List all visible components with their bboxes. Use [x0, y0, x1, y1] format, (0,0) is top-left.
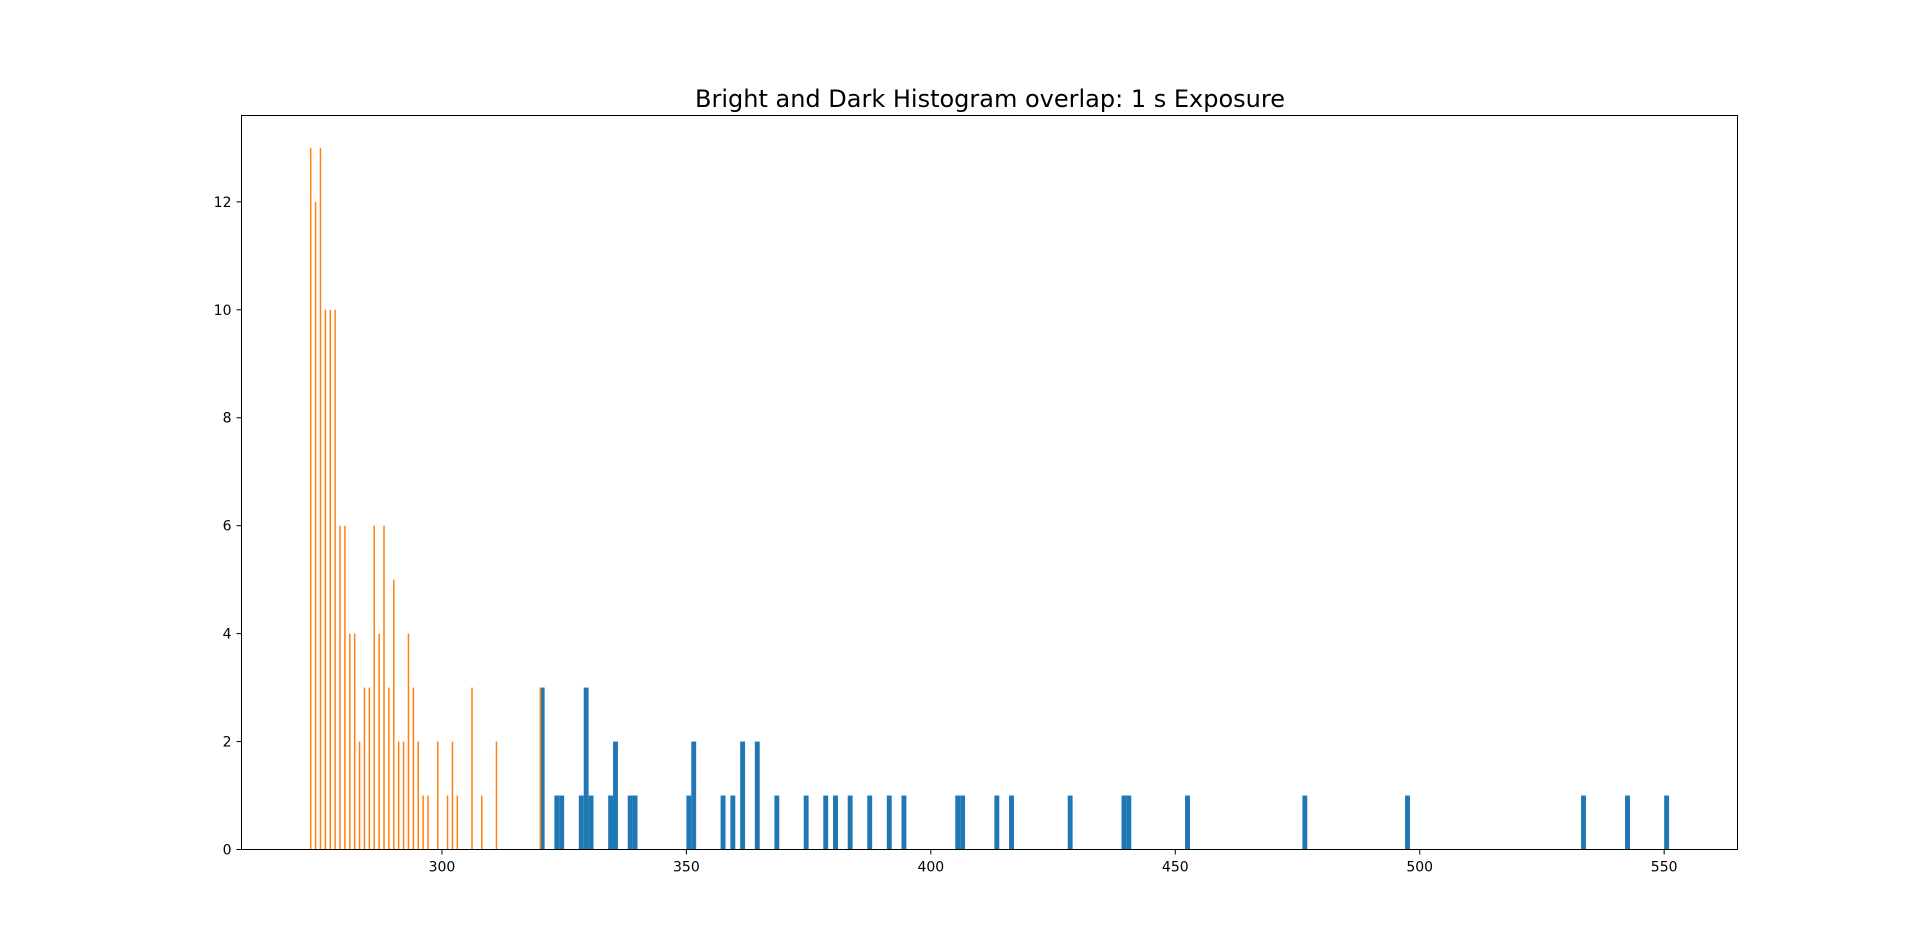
dark-histogram-bar — [353, 633, 356, 850]
bright-histogram-bar — [1581, 795, 1586, 850]
bright-histogram-bar — [754, 741, 760, 850]
bright-histogram-bar — [803, 795, 809, 850]
x-tick-label: 350 — [673, 860, 700, 876]
dark-histogram-bar — [481, 795, 483, 850]
dark-histogram-bar — [422, 795, 424, 850]
bright-histogram-bar — [627, 795, 633, 850]
x-tick-label: 300 — [429, 860, 456, 876]
dark-histogram-bar — [373, 525, 375, 850]
y-tick-label: 10 — [214, 303, 232, 319]
bright-histogram-bar — [1067, 795, 1073, 850]
bright-histogram-bar — [720, 795, 726, 850]
bright-histogram-bar — [1009, 795, 1014, 850]
y-tick-label: 8 — [223, 411, 232, 427]
bright-histogram-bar — [1302, 795, 1308, 850]
bright-histogram-bar — [691, 741, 697, 850]
y-tick-label: 2 — [223, 735, 232, 751]
dark-histogram-bar — [358, 741, 361, 850]
y-axis: 0 2 4 6 8 10 12 — [214, 195, 242, 859]
dark-histogram-bar — [471, 687, 473, 850]
dark-histogram-bar — [334, 309, 336, 850]
dark-histogram-bar — [368, 687, 371, 850]
dark-histogram-bar — [393, 579, 395, 850]
bright-histogram-bar — [960, 795, 966, 850]
dark-histogram-bar — [539, 687, 542, 850]
dark-histogram-bar — [324, 309, 327, 850]
dark-histogram-bar — [339, 525, 341, 850]
bright-histogram-bar — [578, 795, 584, 850]
bright-histogram-bar — [1405, 795, 1410, 850]
dark-histogram-bar — [309, 147, 312, 850]
bright-histogram-bar — [1121, 795, 1127, 850]
bright-histogram-bar — [955, 795, 961, 850]
bright-histogram-bar — [833, 795, 838, 850]
dark-histogram-bar — [383, 525, 385, 850]
dark-histogram-bar — [402, 741, 405, 850]
bright-histogram-bar — [588, 795, 594, 850]
bright-histogram-bar — [613, 741, 618, 850]
dark-histogram-bar — [378, 633, 380, 850]
bright-histogram-bar — [847, 795, 853, 850]
chart-title: Bright and Dark Histogram overlap: 1 s E… — [695, 85, 1285, 113]
axes-frame — [241, 115, 1738, 850]
dark-histogram-bar — [495, 741, 498, 850]
dark-histogram-bar — [349, 633, 351, 850]
bright-histogram-bar — [559, 795, 565, 850]
dark-histogram-bar — [417, 741, 419, 850]
bright-histogram-bar — [686, 795, 692, 850]
bright-histogram-bar — [608, 795, 614, 850]
bright-histogram-bar — [1126, 795, 1132, 850]
bright-histogram-bar — [539, 687, 545, 850]
y-tick-label: 0 — [223, 843, 232, 859]
bright-histogram-bar — [901, 795, 907, 850]
x-tick-label: 450 — [1162, 860, 1189, 876]
bright-histogram-bar — [740, 741, 746, 850]
dark-histogram-bar — [437, 741, 439, 850]
bright-histogram-bar — [867, 795, 873, 850]
y-tick-label: 6 — [223, 519, 232, 535]
x-tick-label: 500 — [1406, 860, 1433, 876]
dark-histogram-bar — [397, 741, 400, 850]
dark-series-bars — [309, 147, 542, 850]
bright-series-bars — [539, 687, 1670, 850]
x-tick-label: 400 — [917, 860, 944, 876]
dark-histogram-bar — [319, 147, 322, 850]
dark-histogram-bar — [427, 795, 429, 850]
dark-histogram-bar — [407, 633, 410, 850]
dark-histogram-bar — [388, 687, 390, 850]
dark-histogram-bar — [412, 687, 415, 850]
bright-histogram-bar — [583, 687, 589, 850]
y-tick-label: 12 — [214, 195, 232, 211]
x-axis: 300 350 400 450 500 550 — [429, 849, 1678, 876]
bright-histogram-bar — [1664, 795, 1670, 850]
x-tick-label: 550 — [1651, 860, 1678, 876]
bright-histogram-bar — [1625, 795, 1630, 850]
dark-histogram-bar — [456, 795, 459, 850]
bright-histogram-bar — [994, 795, 1000, 850]
dark-histogram-bar — [451, 741, 454, 850]
bright-histogram-bar — [1185, 795, 1190, 850]
bright-histogram-bar — [823, 795, 829, 850]
y-tick-label: 4 — [223, 627, 232, 643]
bright-histogram-bar — [554, 795, 560, 850]
dark-histogram-bar — [314, 201, 317, 850]
dark-histogram-bar — [446, 795, 449, 850]
bright-histogram-bar — [632, 795, 638, 850]
bright-histogram-bar — [886, 795, 892, 850]
dark-histogram-bar — [344, 525, 346, 850]
dark-histogram-bar — [329, 309, 331, 850]
bright-histogram-bar — [774, 795, 780, 850]
bright-histogram-bar — [730, 795, 736, 850]
dark-histogram-bar — [363, 687, 366, 850]
